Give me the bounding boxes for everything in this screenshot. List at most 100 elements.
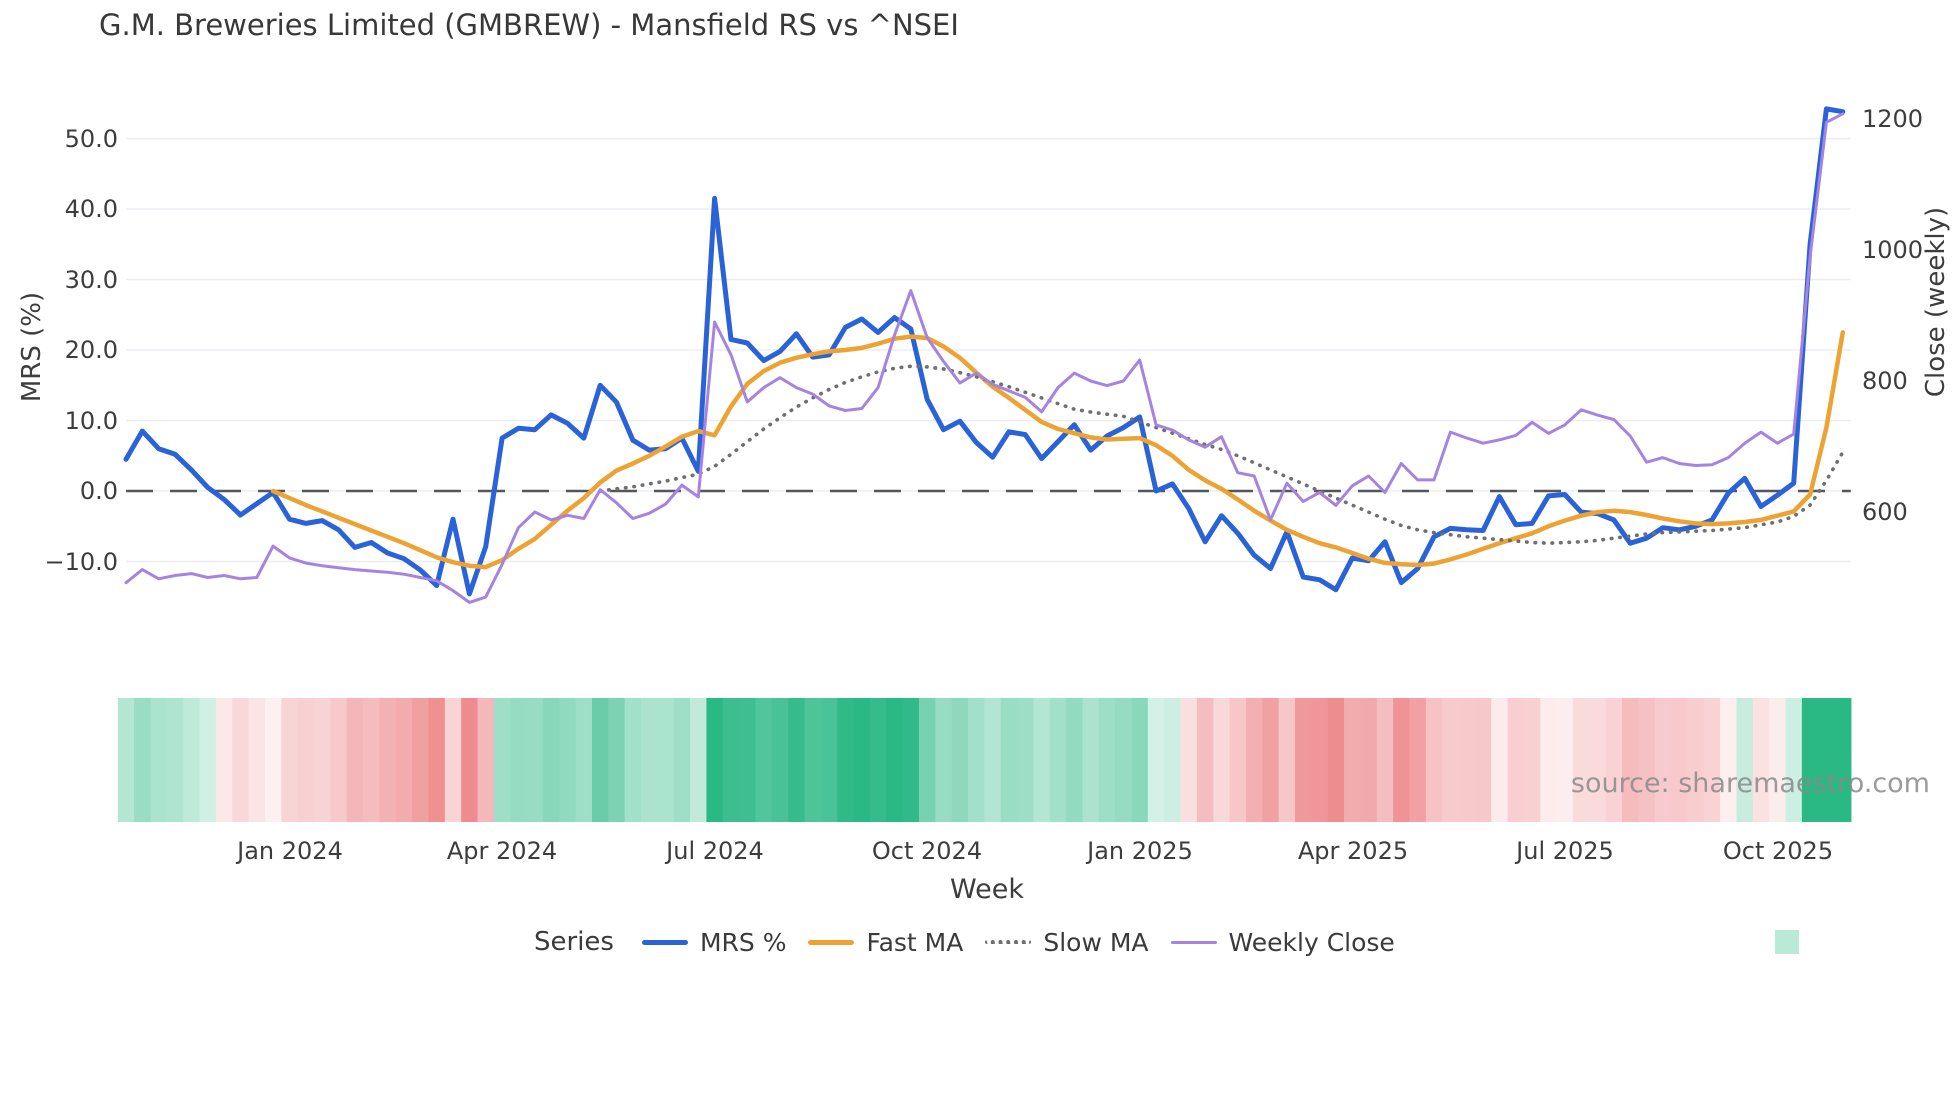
heatmap-cell bbox=[1098, 698, 1116, 822]
heatmap-cell bbox=[1605, 698, 1623, 822]
heatmap-cell bbox=[314, 698, 331, 822]
heatmap-cell bbox=[510, 698, 528, 822]
heatmap-cell bbox=[1344, 698, 1361, 822]
heatmap-cell bbox=[1147, 698, 1165, 822]
legend-label: Fast MA bbox=[866, 927, 964, 957]
x-tick: Apr 2024 bbox=[446, 837, 558, 865]
y-left-tick: 10.0 bbox=[64, 407, 118, 435]
heatmap-cell bbox=[297, 698, 315, 822]
heatmap-cell bbox=[1458, 698, 1476, 822]
heatmap-cell bbox=[935, 698, 953, 822]
heatmap-cell bbox=[968, 698, 985, 822]
heatmap-cell bbox=[673, 698, 691, 822]
y-right-tick: 1200 bbox=[1862, 105, 1924, 133]
heatmap-cell bbox=[363, 698, 380, 822]
series-line-weekly-close bbox=[124, 112, 1845, 604]
heatmap-cell bbox=[477, 698, 495, 822]
heatmap-cell bbox=[346, 698, 364, 822]
heatmap-cell bbox=[1278, 698, 1296, 822]
heatmap-cell bbox=[951, 698, 969, 822]
heatmap-cell bbox=[641, 698, 658, 822]
heatmap-cell bbox=[1082, 698, 1100, 822]
heatmap-cell bbox=[1720, 698, 1737, 822]
heatmap-cell bbox=[559, 698, 577, 822]
heatmap-cell bbox=[755, 698, 773, 822]
heatmap-cell bbox=[199, 698, 217, 822]
legend-label: Slow MA bbox=[1043, 927, 1149, 957]
heatmap-cell bbox=[1736, 698, 1754, 822]
heatmap-cell bbox=[1654, 698, 1672, 822]
mrs-line-swatch-icon bbox=[641, 939, 688, 945]
heatmap-cell bbox=[1491, 698, 1509, 822]
heatmap-cell bbox=[1245, 698, 1263, 822]
y-left-tick: 0.0 bbox=[79, 477, 118, 505]
y-left-tick: 20.0 bbox=[64, 336, 118, 364]
heatmap-cell bbox=[690, 698, 707, 822]
heatmap-cell bbox=[1671, 698, 1688, 822]
heatmap-cell bbox=[1131, 698, 1149, 822]
y-right-tick: 600 bbox=[1862, 498, 1908, 526]
legend-label: Weekly Close bbox=[1228, 927, 1395, 957]
y-right-tick: 1000 bbox=[1862, 236, 1924, 264]
y-left-tick: 50.0 bbox=[64, 125, 118, 153]
legend-item-slow-ma: Slow MA bbox=[985, 927, 1149, 957]
heatmap-cell bbox=[1703, 698, 1721, 822]
heatmap-cell bbox=[1589, 698, 1607, 822]
series-line-fast-ma bbox=[270, 330, 1846, 570]
heatmap-cell bbox=[1262, 698, 1280, 822]
heatmap-cell bbox=[1295, 698, 1312, 822]
fast-ma-line-swatch-icon bbox=[808, 939, 855, 945]
series-line-mrs- bbox=[123, 106, 1846, 597]
heatmap-cell bbox=[1425, 698, 1443, 822]
series-line-slow-ma bbox=[598, 364, 1845, 546]
heatmap-cell bbox=[918, 698, 936, 822]
heatmap-cell bbox=[804, 698, 822, 822]
x-tick: Jul 2025 bbox=[1516, 837, 1614, 865]
heatmap-cell bbox=[591, 698, 609, 822]
heatmap-cell bbox=[1393, 698, 1410, 822]
heatmap-cell bbox=[1229, 698, 1247, 822]
legend-item-mrs: MRS % bbox=[641, 928, 786, 957]
legend: Series MRS % Fast MA Slow MA Weekly Clos… bbox=[534, 922, 1799, 962]
heatmap-cell bbox=[1311, 698, 1329, 822]
heatmap-cell bbox=[886, 698, 904, 822]
heatmap-cell bbox=[1572, 698, 1590, 822]
heatmap-cell bbox=[428, 698, 446, 822]
heatmap-cell bbox=[1213, 698, 1231, 822]
heatmap-cell bbox=[1000, 698, 1018, 822]
y-left-tick: 40.0 bbox=[64, 195, 118, 223]
heatmap-cell bbox=[739, 698, 756, 822]
heatmap-cell bbox=[1327, 698, 1345, 822]
heatmap-cell bbox=[232, 698, 250, 822]
x-tick: Jan 2025 bbox=[1087, 837, 1193, 865]
heatmap-cell bbox=[150, 698, 168, 822]
heatmap-cell bbox=[1376, 698, 1394, 822]
heatmap-cell bbox=[1687, 698, 1705, 822]
heatmap-cell bbox=[1049, 698, 1067, 822]
heatmap-cell bbox=[706, 698, 724, 822]
legend-title: Series bbox=[534, 927, 614, 957]
y-right-tick: 800 bbox=[1862, 367, 1908, 395]
heatmap-cell bbox=[166, 698, 184, 822]
y-left-tick: 30.0 bbox=[64, 266, 118, 294]
x-tick: Jan 2024 bbox=[237, 837, 343, 865]
heatmap-cell bbox=[264, 698, 282, 822]
heatmap-cell bbox=[1360, 698, 1378, 822]
slow-ma-dotted-swatch-icon bbox=[985, 940, 1032, 944]
heatmap-cell bbox=[1818, 698, 1836, 822]
heatmap-cell bbox=[771, 698, 789, 822]
heatmap-cell bbox=[248, 698, 266, 822]
heatmap-cell bbox=[1752, 698, 1770, 822]
heatmap-cell bbox=[1638, 698, 1656, 822]
heatmap-cell bbox=[1033, 698, 1051, 822]
heatmap-cell bbox=[493, 698, 511, 822]
y-left-tick: −10.0 bbox=[44, 548, 118, 576]
source-credit: source: sharemaestro.com bbox=[1570, 768, 1930, 799]
legend-item-fast-ma: Fast MA bbox=[808, 928, 963, 957]
heatmap-cell bbox=[542, 698, 560, 822]
heatmap-cell bbox=[1834, 698, 1852, 822]
y-left-axis-label: MRS (%) bbox=[17, 291, 47, 403]
heatmap-cell bbox=[608, 698, 626, 822]
heatmap-cell bbox=[1523, 698, 1541, 822]
